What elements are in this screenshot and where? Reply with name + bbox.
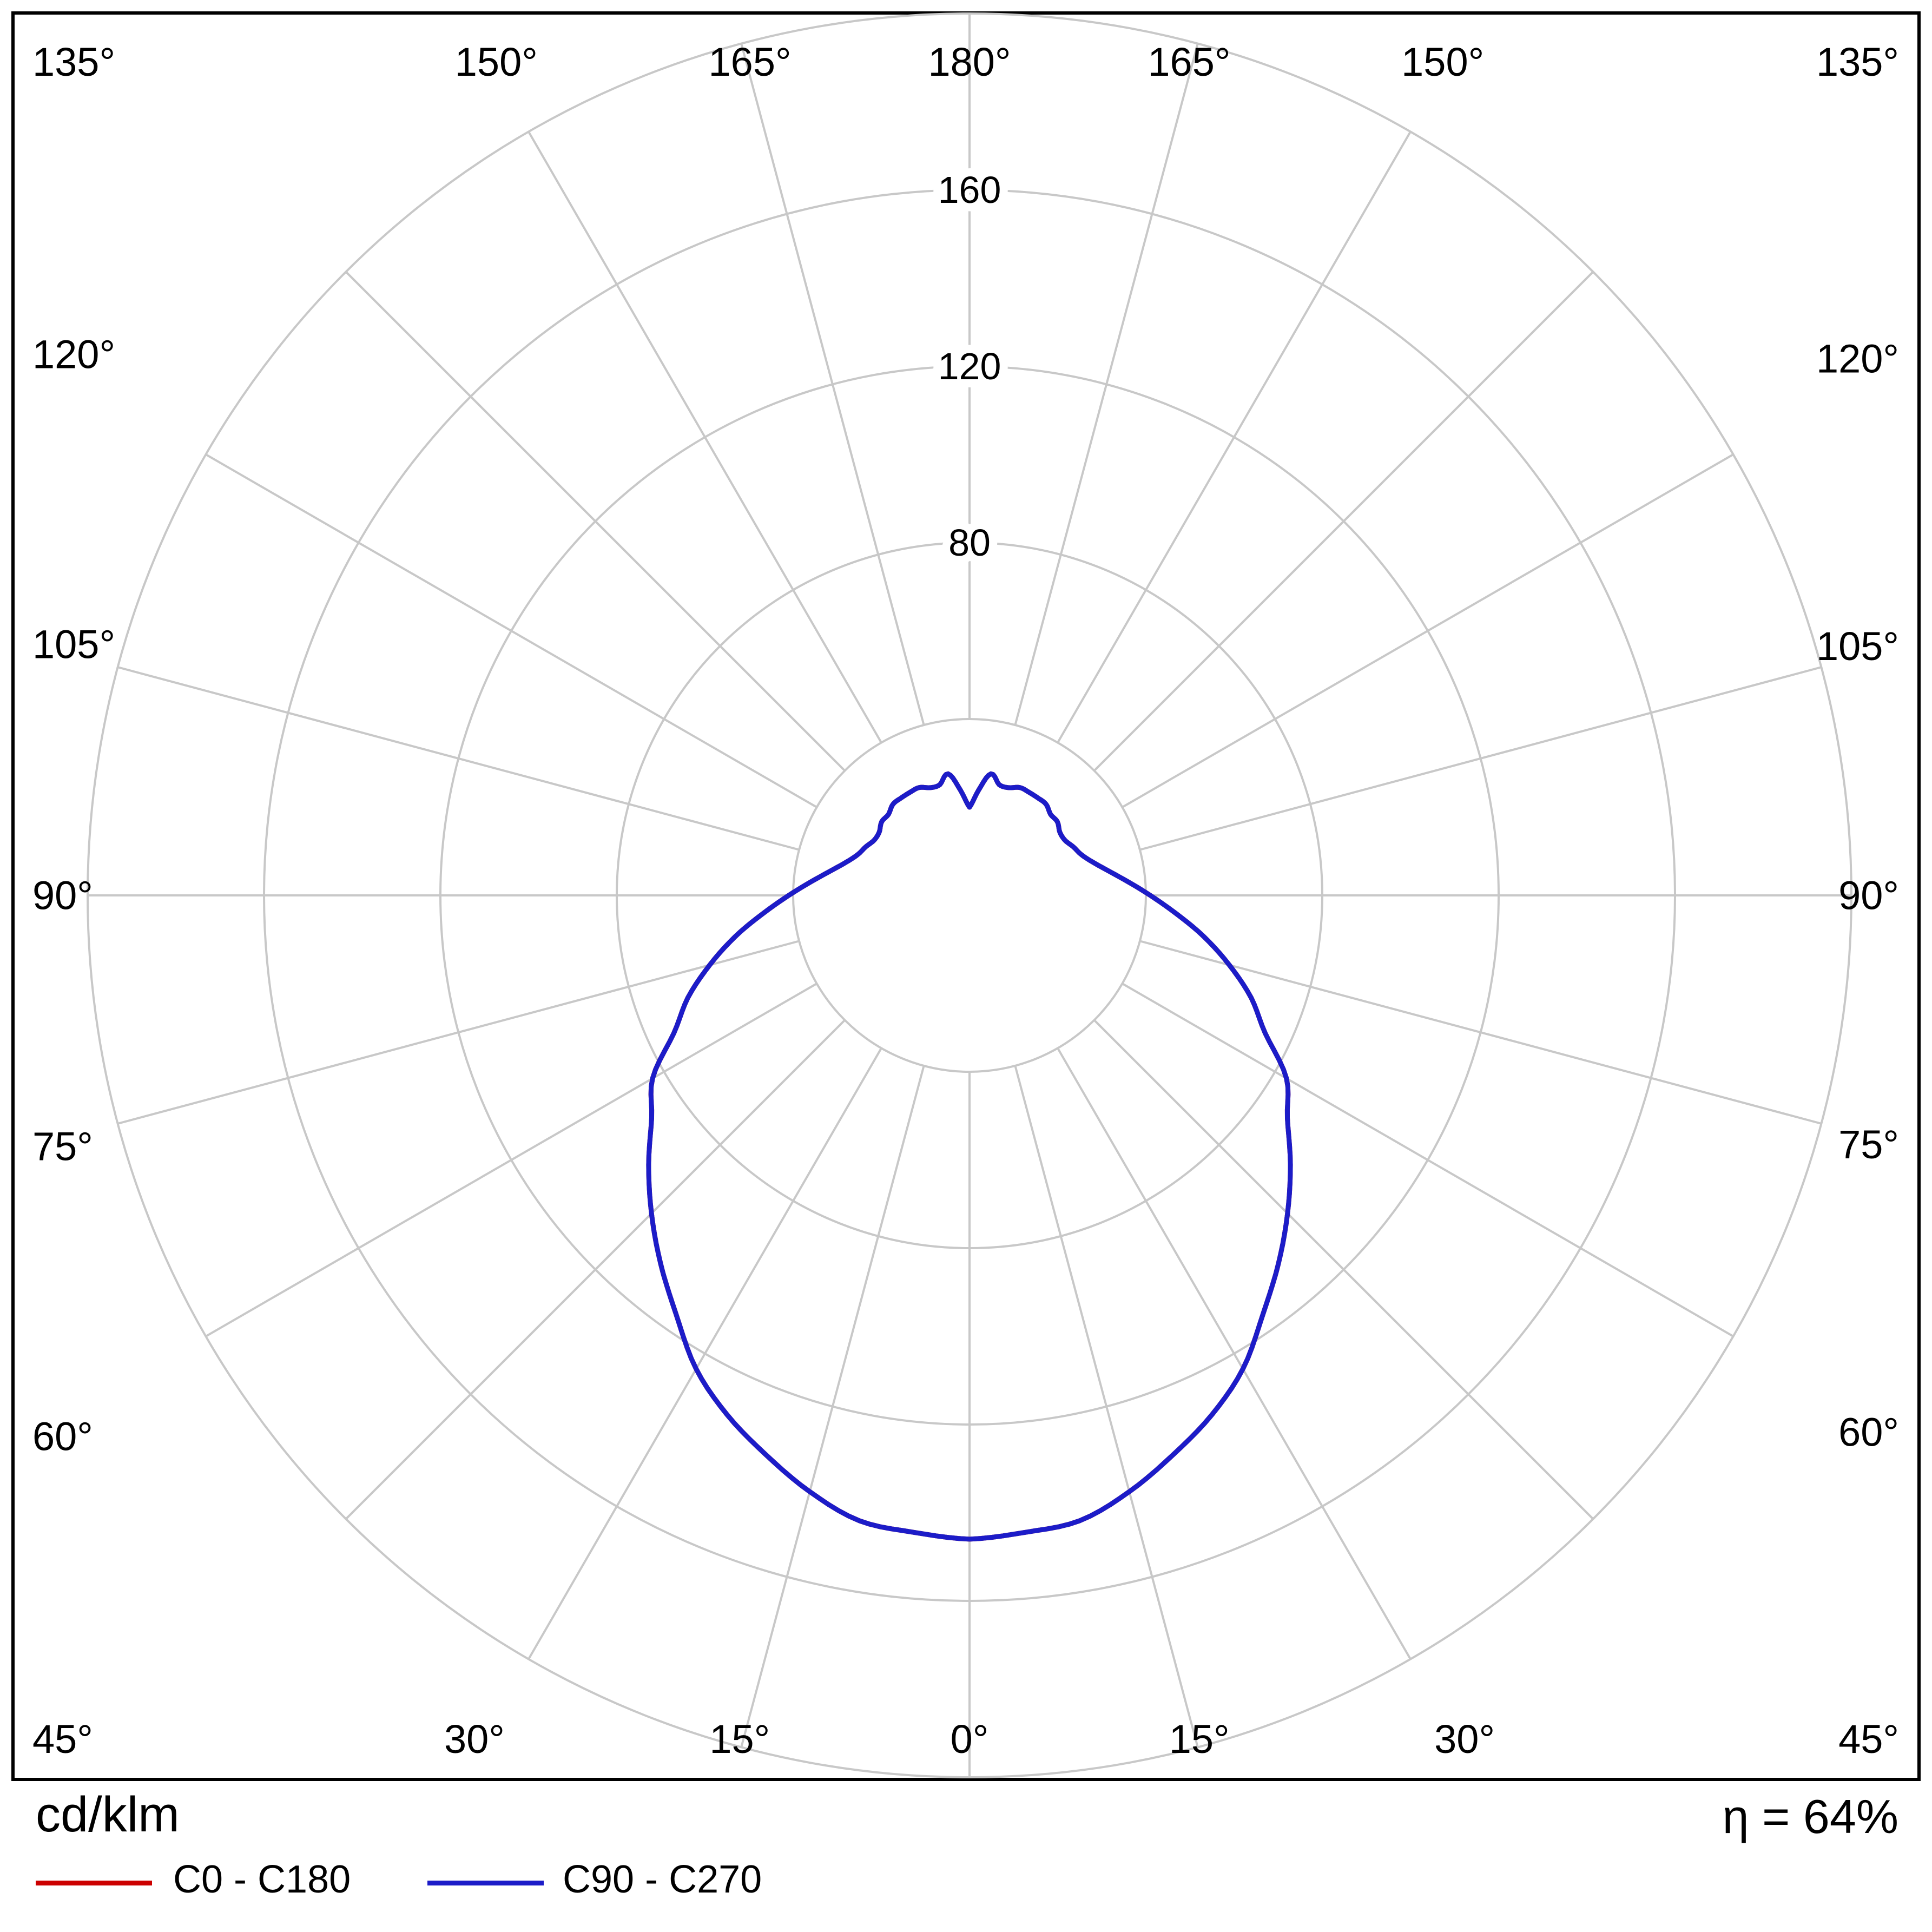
grid-spoke (205, 983, 817, 1337)
angle-label: 30° (1434, 1717, 1495, 1762)
grid-spoke (1139, 666, 1822, 851)
angle-label: 45° (1838, 1717, 1899, 1762)
grid-spoke (1014, 43, 1199, 726)
curve-c90-c270 (646, 771, 1293, 1542)
grid-spoke (1122, 453, 1734, 808)
grid-spoke (345, 1019, 846, 1520)
angle-label: 15° (709, 1717, 770, 1762)
angle-label: 0° (951, 1717, 989, 1762)
angle-label: 135° (32, 39, 115, 84)
grid-spoke (1014, 1065, 1199, 1748)
radial-label: 160 (938, 169, 1001, 211)
radial-label: 80 (948, 522, 991, 564)
grid-spoke (1057, 1047, 1412, 1660)
angle-label: 120° (32, 332, 115, 377)
radial-label: 120 (938, 345, 1001, 387)
angle-label: 120° (1816, 337, 1899, 381)
angle-label: 165° (1148, 39, 1230, 84)
grid-spoke (740, 43, 925, 726)
angle-label: 90° (32, 873, 93, 918)
angle-label: 45° (32, 1717, 93, 1762)
angle-label: 15° (1169, 1717, 1230, 1762)
grid-spoke (527, 131, 882, 743)
grid-spoke (117, 940, 800, 1125)
angle-label: 135° (1816, 39, 1899, 84)
units-label: cd/klm (36, 1787, 180, 1842)
angle-label: 150° (1401, 39, 1484, 84)
grid-spoke (1057, 131, 1412, 743)
grid-spoke (205, 453, 817, 808)
legend-swatch-c90-c270 (427, 1881, 544, 1885)
angle-label: 165° (709, 39, 792, 84)
grid-spoke (1093, 1019, 1594, 1520)
grid-spoke (1122, 983, 1734, 1337)
efficiency-label: η = 64% (1722, 1790, 1898, 1843)
legend-swatch-c0-c180 (36, 1881, 152, 1885)
angle-label: 60° (32, 1414, 93, 1459)
angle-label: 75° (1838, 1122, 1899, 1167)
grid-spoke (1093, 271, 1594, 772)
angle-label: 30° (444, 1717, 505, 1762)
grid-spoke (345, 271, 846, 772)
grid-spoke (1139, 940, 1822, 1125)
legend-label-c90-c270: C90 - C270 (563, 1858, 762, 1901)
grid-spoke (117, 666, 800, 851)
angle-label: 105° (1816, 624, 1899, 669)
grid-circle (792, 718, 1147, 1073)
legend-label-c0-c180: C0 - C180 (173, 1858, 351, 1901)
angle-label: 75° (32, 1124, 93, 1169)
angle-label: 60° (1838, 1409, 1899, 1454)
angle-label: 150° (455, 39, 538, 84)
angle-label: 105° (32, 622, 115, 667)
grid-spoke (740, 1065, 925, 1748)
angle-label: 180° (928, 39, 1011, 84)
grid-spoke (527, 1047, 882, 1660)
angle-label: 90° (1838, 873, 1899, 918)
